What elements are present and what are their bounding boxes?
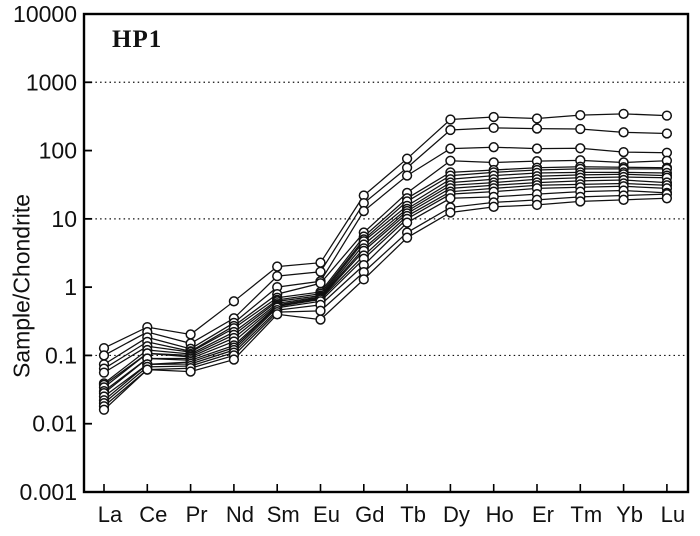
data-point-marker (272, 261, 283, 272)
data-point-marker (358, 205, 369, 217)
data-point-marker (185, 329, 196, 340)
x-category-label: Nd (226, 502, 254, 527)
data-point-marker (575, 123, 586, 135)
data-point-marker (531, 113, 543, 124)
y-tick-label: 1000 (26, 69, 77, 95)
x-category-label: Tb (400, 502, 426, 527)
series-path-11 (103, 182, 667, 398)
data-point-marker (575, 110, 586, 121)
data-point-marker (315, 257, 326, 268)
x-category-label: Pr (186, 502, 208, 527)
data-point-marker (445, 193, 456, 204)
data-point-marker (401, 153, 413, 164)
data-point-marker (401, 170, 413, 181)
x-category-label: Dy (443, 502, 470, 527)
data-point-marker (488, 122, 499, 134)
series-path-13 (103, 189, 667, 404)
data-point-marker (488, 111, 499, 123)
x-category-label: Tm (570, 502, 602, 527)
data-point-marker (661, 193, 673, 204)
series-path-2 (103, 127, 667, 356)
data-point-marker (531, 143, 543, 154)
series-path-3 (103, 146, 667, 365)
series-path-10 (103, 179, 667, 394)
data-point-marker (575, 196, 586, 207)
sample-group-label: HP1 (112, 26, 163, 53)
data-point-marker (272, 270, 283, 282)
y-tick-label: 100 (39, 138, 77, 164)
data-point-marker (531, 123, 543, 134)
data-point-marker (488, 142, 499, 153)
data-point-marker (272, 309, 283, 320)
data-point-marker (488, 201, 499, 212)
x-category-label: La (98, 502, 123, 527)
x-category-label: Er (532, 502, 554, 527)
data-point-marker (401, 232, 413, 243)
x-category-label: Yb (616, 502, 643, 527)
data-point-marker (661, 128, 673, 139)
y-tick-label: 1 (64, 274, 77, 300)
data-point-marker (98, 404, 110, 415)
x-category-label: Sm (267, 502, 300, 527)
y-tick-label: 10000 (13, 1, 77, 27)
y-tick-label: 10 (51, 206, 77, 232)
x-category-label: Ho (486, 502, 514, 527)
data-point-marker (618, 108, 629, 119)
data-point-marker (445, 124, 456, 136)
data-point-marker (315, 305, 326, 316)
data-point-marker (185, 366, 196, 377)
data-point-marker (661, 110, 673, 121)
data-point-marker (315, 314, 326, 325)
data-point-marker (401, 217, 413, 228)
data-point-marker (575, 143, 586, 154)
series-path-14 (103, 193, 667, 407)
y-axis-title: Sample/Chondrite (8, 193, 35, 379)
data-point-marker (98, 367, 110, 378)
data-point-marker (315, 278, 326, 289)
x-category-label: Lu (661, 502, 685, 527)
series-path-7 (103, 171, 667, 386)
series-path-1 (103, 113, 667, 349)
series-path-6 (103, 168, 667, 384)
data-point-marker (228, 296, 240, 307)
data-point-marker (445, 114, 456, 125)
data-point-marker (142, 364, 153, 375)
plot-border (82, 12, 690, 494)
series-path-15 (103, 197, 667, 411)
y-tick-label: 0.01 (32, 411, 77, 437)
y-tick-label: 0.1 (45, 342, 77, 368)
series-path-5 (103, 166, 667, 374)
data-point-marker (315, 266, 326, 277)
data-point-marker (358, 274, 369, 285)
series-path-12 (103, 185, 667, 401)
series-path-9 (103, 176, 667, 392)
x-category-label: Gd (355, 502, 384, 527)
data-point-marker (228, 354, 240, 365)
data-point-marker (618, 127, 629, 138)
data-point-marker (618, 146, 629, 158)
data-point-marker (98, 350, 110, 361)
series-path-4 (103, 159, 667, 370)
x-category-label: Ce (139, 502, 167, 527)
data-point-marker (531, 199, 543, 211)
y-tick-label: 0.001 (19, 479, 77, 505)
data-point-marker (445, 155, 456, 166)
series-path-8 (103, 173, 667, 388)
data-point-marker (445, 143, 456, 154)
data-point-marker (445, 207, 456, 218)
x-category-label: Eu (313, 502, 340, 527)
data-point-marker (618, 194, 629, 205)
